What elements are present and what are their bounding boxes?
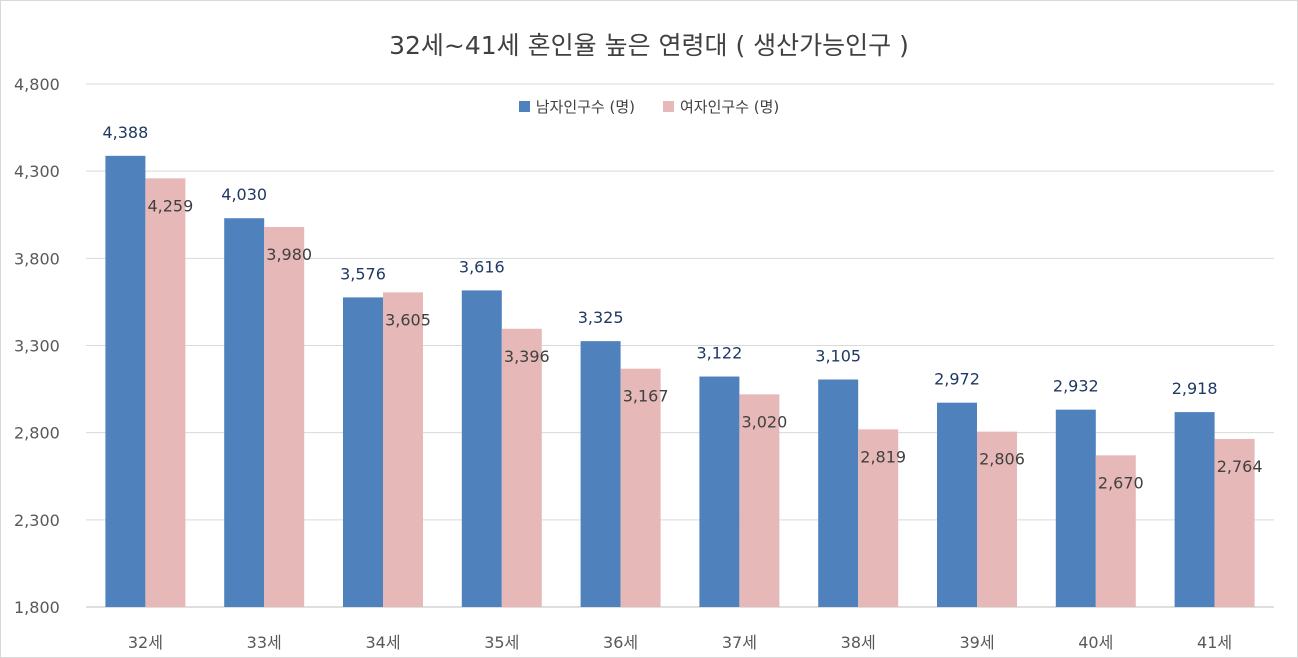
x-tick-label: 41세 [1197, 633, 1232, 652]
data-label-female: 2,819 [860, 447, 906, 466]
data-label-male: 2,932 [1053, 377, 1099, 396]
y-tick-label: 3,300 [14, 337, 60, 356]
y-tick-label: 2,800 [14, 424, 60, 443]
data-label-female: 2,764 [1217, 457, 1263, 476]
y-tick-label: 2,300 [14, 511, 60, 530]
bar-male [937, 402, 977, 607]
x-tick-label: 40세 [1078, 633, 1113, 652]
bar-male [580, 341, 621, 607]
data-label-male: 3,122 [696, 344, 742, 363]
bar-female [620, 368, 661, 607]
bar-female [977, 431, 1017, 607]
x-tick-label: 33세 [247, 633, 282, 652]
bar-female [858, 429, 899, 607]
x-tick-label: 37세 [722, 633, 757, 652]
bar-female [1214, 438, 1255, 607]
legend-item-female: 여자인구수 (명) [663, 96, 779, 117]
bar-male [461, 290, 502, 607]
data-label-male: 4,388 [102, 123, 148, 142]
x-tick-label: 36세 [603, 633, 638, 652]
x-tick-label: 38세 [841, 633, 876, 652]
data-label-female: 2,806 [979, 450, 1025, 469]
y-tick-label: 4,800 [14, 75, 60, 94]
legend-swatch-male [518, 101, 530, 112]
bar-female [145, 178, 186, 607]
x-tick-label: 39세 [959, 633, 994, 652]
bar-male [818, 379, 859, 607]
bar-male [699, 376, 740, 607]
bar-male [1174, 412, 1215, 607]
bar-female [501, 328, 542, 607]
bar-male [224, 218, 265, 607]
data-label-male: 2,918 [1172, 379, 1218, 398]
x-tick-label: 35세 [484, 633, 519, 652]
data-label-female: 2,670 [1098, 473, 1144, 492]
bar-female [1095, 455, 1136, 607]
legend-swatch-female [663, 101, 674, 112]
data-label-female: 3,605 [385, 310, 431, 329]
x-tick-label: 32세 [128, 633, 163, 652]
data-label-male: 2,972 [934, 370, 980, 389]
legend-label-male: 남자인구수 (명) [535, 98, 635, 116]
bar-female [739, 394, 780, 607]
bar-male [105, 155, 146, 608]
bar-female [383, 292, 423, 607]
chart-title: 32세~41세 혼인율 높은 연령대 ( 생산가능인구 ) [389, 31, 909, 60]
bar-female [264, 226, 305, 607]
data-label-male: 3,105 [815, 346, 861, 365]
legend: 남자인구수 (명) 여자인구수 (명) [0, 96, 1298, 117]
data-label-female: 3,396 [504, 347, 550, 366]
y-tick-label: 4,300 [14, 162, 60, 181]
data-label-female: 3,020 [741, 412, 787, 431]
legend-item-male: 남자인구수 (명) [518, 96, 635, 117]
data-label-female: 4,259 [147, 196, 193, 215]
y-tick-label: 3,800 [14, 249, 60, 268]
legend-label-female: 여자인구수 (명) [680, 98, 780, 116]
bar-male [1055, 409, 1096, 607]
data-label-male: 3,576 [340, 264, 386, 283]
data-label-male: 3,325 [578, 308, 624, 327]
data-label-female: 3,167 [623, 387, 669, 406]
bar-male [343, 297, 383, 607]
x-tick-label: 34세 [365, 633, 400, 652]
data-label-male: 4,030 [221, 185, 267, 204]
data-label-male: 3,616 [459, 257, 505, 276]
data-label-female: 3,980 [266, 245, 312, 264]
y-tick-label: 1,800 [14, 598, 60, 617]
